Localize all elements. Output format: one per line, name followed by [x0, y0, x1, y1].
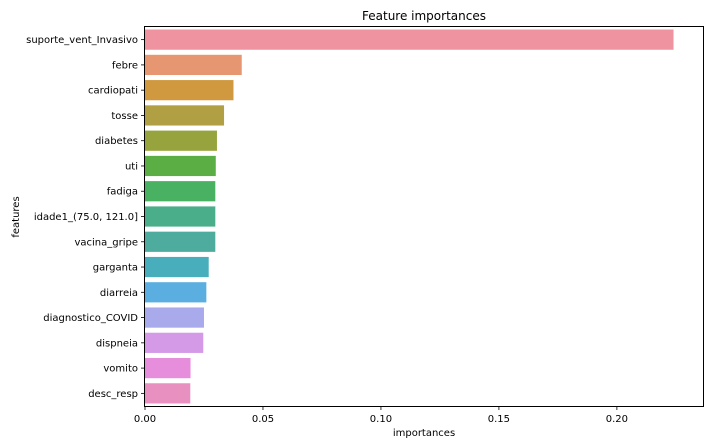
bar-4 — [145, 130, 217, 151]
x-tick-label: 0.00 — [134, 414, 156, 425]
y-tick-label: dispneia — [96, 338, 138, 349]
bars-group — [145, 29, 674, 404]
y-tick-label: diarreia — [100, 288, 138, 299]
bar-8 — [145, 231, 216, 252]
bar-12 — [145, 332, 204, 353]
y-tick-label: diabetes — [95, 136, 138, 147]
x-tick-label: 0.15 — [488, 414, 510, 425]
bar-2 — [145, 80, 234, 101]
y-tick-label: idade1_(75.0, 121.0] — [34, 212, 138, 223]
chart-title: Feature importances — [362, 9, 486, 23]
plot-frame — [144, 26, 704, 407]
y-tick-label: vacina_gripe — [74, 237, 138, 248]
bar-11 — [145, 307, 204, 328]
bar-1 — [145, 54, 242, 76]
y-axis-label: features — [11, 196, 22, 237]
bar-10 — [145, 282, 207, 303]
x-tick-label: 0.10 — [370, 414, 392, 425]
bar-13 — [145, 357, 191, 379]
x-axis-label: importances — [393, 428, 455, 439]
y-tick-label: vomito — [103, 364, 138, 375]
bar-5 — [145, 155, 216, 177]
x-ticks: 0.00 0.05 0.10 0.15 0.20 — [134, 406, 628, 425]
y-tick-label: cardiopati — [88, 86, 138, 97]
y-tick-label: desc_resp — [88, 389, 138, 400]
y-tick-label: fadiga — [107, 187, 138, 198]
bar-3 — [145, 105, 225, 126]
bar-6 — [145, 181, 216, 202]
bar-7 — [145, 206, 216, 227]
y-tick-label: febre — [112, 60, 138, 71]
x-tick-label: 0.05 — [252, 414, 274, 425]
y-tick-label: diagnostico_COVID — [43, 313, 138, 324]
bar-9 — [145, 256, 209, 278]
bar-0 — [145, 29, 674, 50]
bar-14 — [145, 383, 191, 404]
y-tick-label: suporte_vent_Invasivo — [26, 35, 138, 46]
x-tick-label: 0.20 — [606, 414, 628, 425]
y-tick-label: tosse — [111, 111, 138, 122]
y-tick-label: uti — [125, 161, 138, 172]
y-tick-label: garganta — [93, 263, 138, 274]
